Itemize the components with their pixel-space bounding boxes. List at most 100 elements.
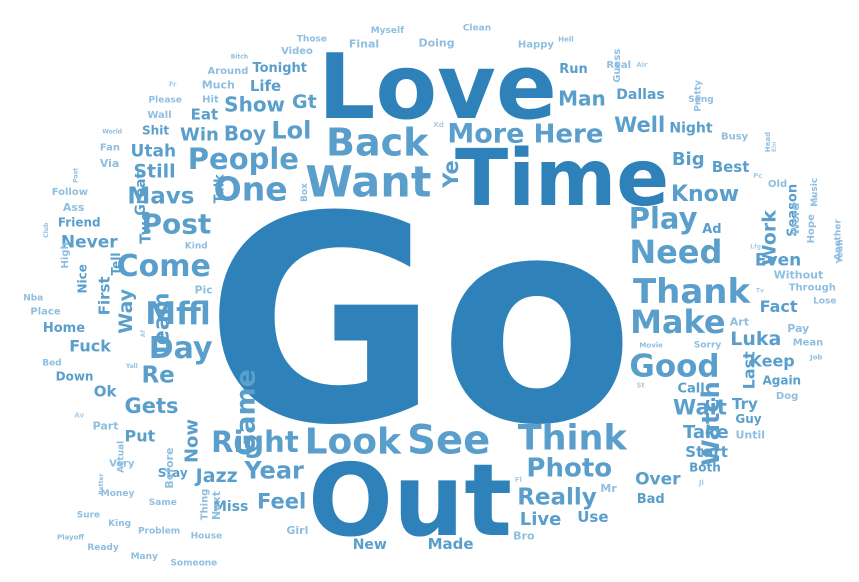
word-mr: Mr	[600, 482, 617, 495]
word-love: Love	[318, 35, 557, 140]
word-nice: Nice	[76, 264, 90, 293]
word-mean: Mean	[793, 338, 824, 349]
word-boy: Boy	[224, 122, 266, 146]
word-please: Please	[149, 96, 182, 106]
word-yall: Yall	[125, 363, 138, 370]
word-through: Through	[789, 282, 836, 293]
word-eat: Eat	[191, 105, 219, 123]
word-team: Team	[149, 292, 174, 357]
word-work: Work	[759, 210, 781, 266]
word-tonight: Tonight	[252, 61, 307, 76]
word-dallas: Dallas	[616, 87, 664, 103]
word-lol: Lol	[271, 116, 311, 144]
word-around: Around	[208, 66, 249, 77]
word-luka: Luka	[730, 328, 781, 350]
word-gets: Gets	[125, 394, 179, 418]
word-old: Old	[768, 179, 787, 190]
word-wait: Wait	[673, 395, 727, 419]
word-high: High	[60, 242, 71, 268]
word-show: Show	[224, 92, 285, 116]
word-again: Again	[762, 374, 801, 388]
word-via: Via	[100, 157, 120, 170]
word-ok: Ok	[94, 382, 118, 400]
word-af: Af	[140, 330, 147, 338]
word-hell: Hell	[558, 36, 573, 44]
word-head: Head	[764, 132, 772, 152]
word-bitch: Bitch	[231, 54, 248, 61]
word-talk: Talk	[213, 174, 228, 203]
word-hope: Hope	[806, 214, 817, 243]
word-very: Very	[109, 459, 135, 470]
word-down: Down	[56, 370, 94, 384]
word-people: People	[188, 142, 299, 176]
word-world: World	[102, 128, 122, 135]
word-same: Same	[149, 498, 177, 508]
word-until: Until	[736, 428, 766, 441]
word-song: Song	[688, 95, 714, 105]
word-miss: Miss	[213, 499, 248, 515]
word-house: House	[191, 531, 223, 541]
word-wall: Wall	[147, 110, 171, 121]
word-job: Job	[809, 353, 822, 361]
word-use: Use	[577, 508, 608, 526]
word-fact: Fact	[760, 297, 798, 316]
word-tv: Tv	[756, 288, 764, 295]
word-thank: Thank	[633, 272, 752, 312]
word-fr: Fr	[169, 81, 177, 89]
word-av: Av	[74, 412, 84, 420]
word-bad: Bad	[637, 492, 665, 507]
word-look: Look	[305, 422, 402, 463]
word-music: Music	[810, 178, 820, 207]
word-pay: Pay	[787, 322, 809, 335]
word-thing: Thing	[200, 489, 211, 521]
word-much: Much	[202, 78, 235, 91]
word-actual: Actual	[116, 441, 126, 473]
word-keep: Keep	[749, 352, 794, 371]
word-more: More	[447, 119, 524, 150]
word-kind: Kind	[185, 241, 208, 251]
speech-bubble-shape	[18, 14, 841, 570]
word-sorry: Sorry	[694, 340, 722, 350]
word-first: First	[96, 276, 114, 315]
word-next: Next	[210, 491, 223, 520]
word-re: Re	[141, 362, 174, 388]
word-feel: Feel	[257, 489, 306, 513]
word-day: Day	[149, 331, 213, 366]
word-season: Season	[785, 184, 800, 237]
word-life: Life	[250, 77, 281, 95]
word-mavs: Mavs	[127, 184, 194, 210]
word-pic: Pic	[194, 283, 212, 296]
word-happy: Happy	[518, 40, 554, 51]
word-mffl: Mffl	[145, 296, 210, 332]
word-myself: Myself	[371, 26, 404, 36]
word-hit: Hit	[202, 95, 219, 106]
word-really: Really	[517, 484, 597, 510]
word-last: Last	[739, 351, 758, 390]
word-start: Start	[685, 443, 728, 461]
word-photo: Photo	[526, 454, 612, 484]
word-those: Those	[297, 34, 327, 44]
word-word: Word	[789, 203, 802, 236]
word-problem: Problem	[138, 527, 180, 537]
word-see: See	[407, 418, 490, 464]
word-jl: Jl	[698, 479, 704, 487]
word-well: Well	[614, 113, 665, 137]
word-now: Now	[181, 419, 202, 463]
word-bed: Bed	[42, 358, 61, 368]
word-time: Time	[455, 134, 669, 224]
word-before: Before	[163, 448, 176, 489]
word-guess: Guess	[612, 49, 623, 83]
word-movie: Movie	[639, 341, 663, 349]
word-come: Come	[117, 249, 211, 284]
word-better: Better	[98, 473, 105, 494]
word-jazz: Jazz	[194, 465, 238, 487]
word-two: Two	[136, 211, 154, 244]
word-guy: Guy	[735, 412, 761, 426]
word-dog: Dog	[776, 391, 798, 402]
word-fan: Fan	[100, 143, 120, 154]
word-run: Run	[559, 62, 588, 77]
word-friend: Friend	[58, 215, 101, 229]
word-year: Year	[243, 457, 304, 485]
word-out: Out	[308, 442, 512, 559]
word-sure: Sure	[77, 510, 100, 520]
